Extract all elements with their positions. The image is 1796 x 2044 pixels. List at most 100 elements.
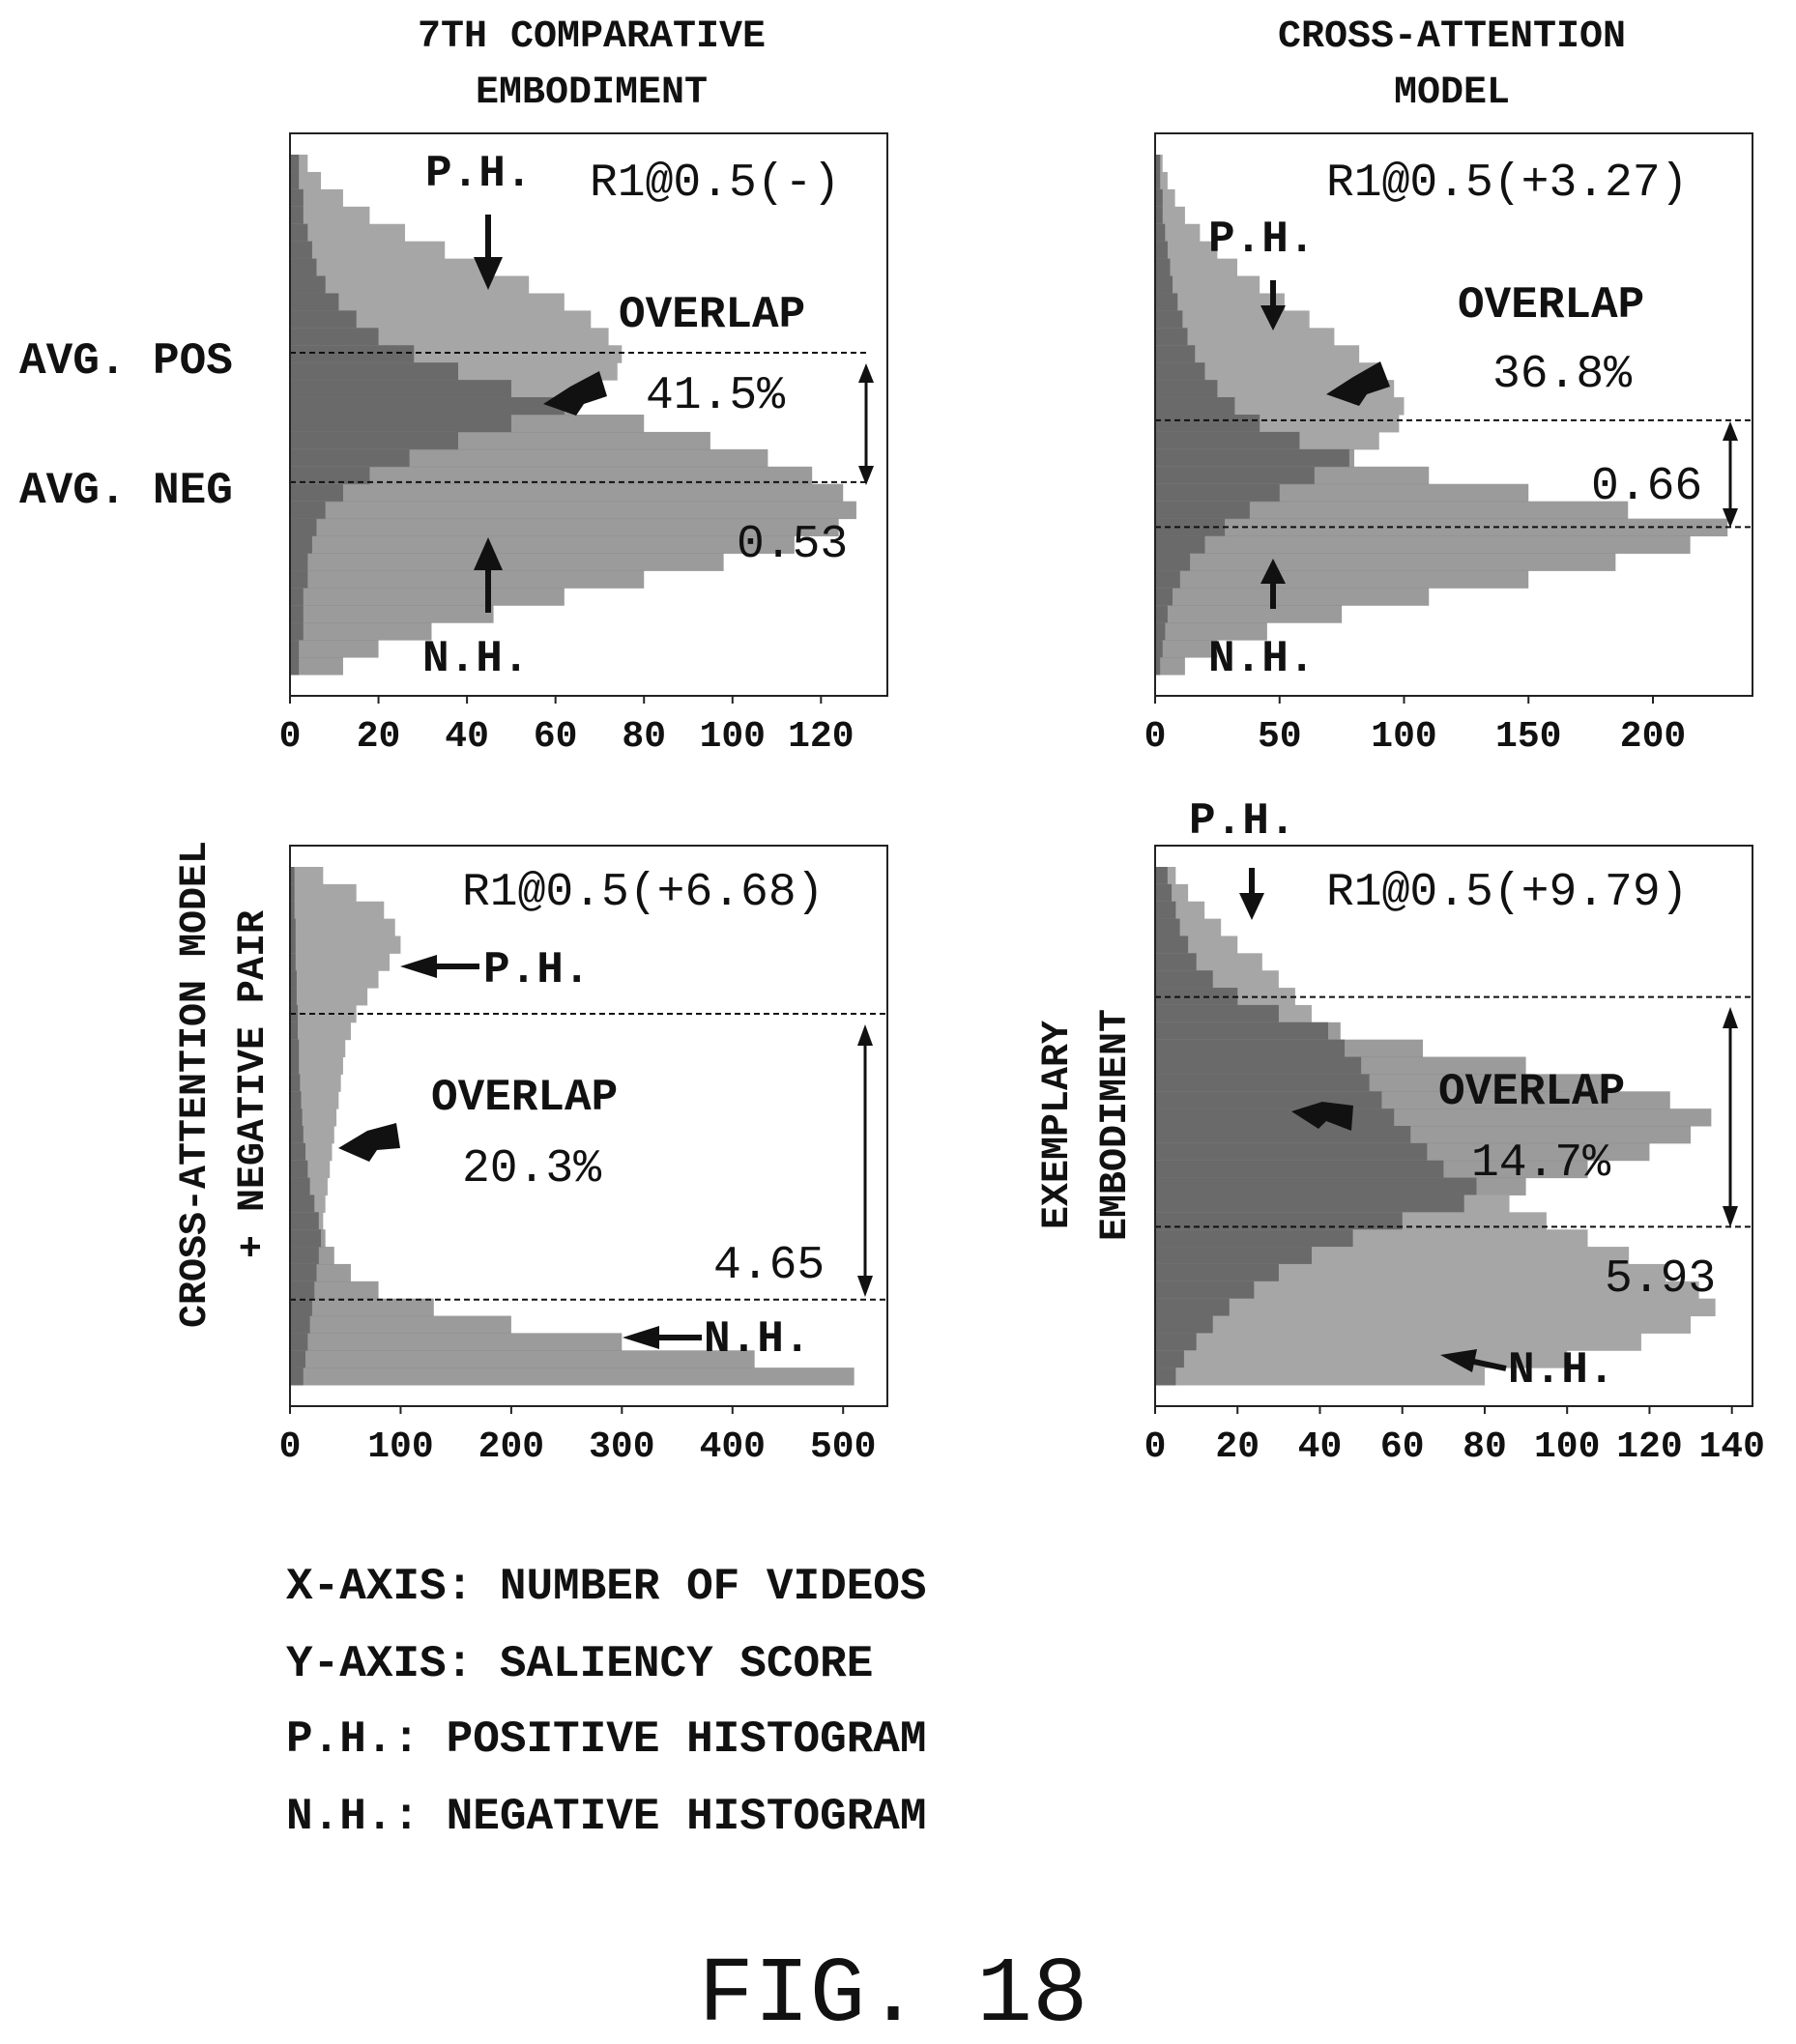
negative-bar [290, 1315, 511, 1334]
positive-bar [290, 953, 390, 971]
positive-bar [1155, 1281, 1699, 1300]
overlap-bar [290, 1263, 317, 1282]
panel-cross-attention-negative-pair: CROSS-ATTENTION MODEL + NEGATIVE PAIR R1… [174, 841, 888, 1468]
x-tick-label: 0 [1144, 1426, 1167, 1468]
overlap-bar [290, 518, 317, 537]
x-tick-label: 40 [1298, 1426, 1343, 1468]
negative-bar [290, 1298, 434, 1317]
negative-bar [1155, 640, 1218, 658]
metric-label: R1@0.5(+6.68) [462, 867, 824, 919]
overlap-bar [290, 622, 304, 641]
overlap-bar [290, 1315, 310, 1334]
x-axis-ticks: 0 20 40 60 80 100 120 [279, 696, 855, 758]
overlap-bar [1155, 293, 1178, 311]
overlap-bar [290, 883, 295, 903]
x-tick-label: 100 [367, 1426, 433, 1468]
panel-title: MODEL [1394, 72, 1510, 115]
overlap-bar [290, 605, 304, 623]
plot-frame [1154, 845, 1753, 1407]
nh-arrow-icon [623, 1326, 702, 1349]
overlap-bar [290, 345, 415, 363]
x-tick-label: 120 [788, 716, 854, 758]
x-tick-label: 200 [1620, 716, 1686, 758]
positive-bar [1155, 275, 1260, 294]
x-axis-ticks: 0 100 200 300 400 500 [279, 1406, 876, 1468]
negative-bar [290, 640, 379, 658]
gap-value: 0.66 [1591, 461, 1702, 513]
negative-bar [290, 1333, 623, 1351]
overlap-bar [1155, 1281, 1255, 1300]
x-tick-label: 0 [279, 1426, 302, 1468]
legend-line: N.H.: NEGATIVE HISTOGRAM [286, 1792, 927, 1842]
negative-bar [290, 483, 844, 503]
positive-bar [1155, 1298, 1716, 1317]
overlap-bar [1155, 936, 1189, 954]
legend-line: Y-AXIS: SALIENCY SCORE [286, 1639, 873, 1689]
plot-frame [1154, 132, 1753, 697]
overlap-bar [290, 640, 300, 658]
x-tick-label: 100 [1534, 1426, 1600, 1468]
overlap-bar [1155, 380, 1218, 398]
overlap-bar [290, 293, 339, 311]
overlap-bar [290, 867, 295, 885]
overlap-value: 20.3% [462, 1143, 601, 1195]
gap-value: 4.65 [713, 1240, 825, 1292]
positive-bar [1155, 1315, 1692, 1334]
positive-bar [1155, 293, 1285, 311]
overlap-bar [1155, 518, 1226, 537]
overlap-bar [290, 588, 304, 606]
positive-bar [290, 241, 446, 260]
nh-arrow-icon [1260, 559, 1286, 609]
gap-value: 5.93 [1605, 1253, 1716, 1306]
metric-label: R1@0.5(+3.27) [1326, 158, 1688, 210]
x-tick-label: 50 [1258, 716, 1302, 758]
positive-bar [290, 970, 379, 989]
overlap-bar [1155, 188, 1163, 208]
positive-bar [1155, 345, 1360, 363]
overlap-bar [1155, 466, 1315, 485]
overlap-bar [290, 1212, 319, 1230]
positive-bar [1155, 223, 1201, 243]
overlap-bar [290, 1074, 301, 1092]
overlap-bar [1155, 1039, 1346, 1058]
overlap-bar [1155, 553, 1191, 571]
x-tick-label: 80 [622, 716, 666, 758]
nh-label: N.H. [422, 634, 529, 684]
negative-bar [290, 535, 795, 554]
overlap-bar [1155, 1229, 1353, 1248]
overlap-arrow-icon [1291, 1102, 1353, 1131]
figure-label: FIG. 18 [698, 1943, 1087, 2044]
x-tick-label: 0 [1144, 716, 1167, 758]
negative-bar [290, 570, 645, 589]
positive-bar [1155, 362, 1379, 381]
overlap-bar [1155, 1074, 1370, 1092]
overlap-bar [290, 1247, 319, 1265]
overlap-value: 14.7% [1471, 1137, 1610, 1190]
positive-bar [290, 901, 385, 920]
ph-label: P.H. [1189, 796, 1295, 847]
histogram-plot [1155, 867, 1753, 1386]
negative-bar [1155, 501, 1629, 520]
positive-bar [1155, 1263, 1666, 1282]
overlap-bar [290, 415, 511, 433]
overlap-bar [1155, 1333, 1197, 1351]
positive-bar [1155, 258, 1237, 277]
positive-bar [290, 867, 324, 885]
overlap-bar [290, 553, 308, 571]
overlap-bar [1155, 241, 1168, 260]
overlap-bar [290, 206, 304, 225]
overlap-bar [1155, 345, 1196, 363]
overlap-bar [1155, 970, 1213, 989]
overlap-bar [290, 380, 511, 398]
x-tick-label: 400 [700, 1426, 766, 1468]
overlap-label: OVERLAP [431, 1073, 618, 1123]
overlap-bar [290, 466, 370, 485]
overlap-bar [1155, 953, 1197, 971]
overlap-bar [1155, 883, 1173, 903]
overlap-bar [1155, 1367, 1176, 1386]
positive-bar [290, 223, 406, 243]
overlap-bar [290, 310, 357, 329]
overlap-bar [1155, 622, 1166, 641]
overlap-bar [1155, 362, 1205, 381]
overlap-bar [1155, 588, 1173, 606]
